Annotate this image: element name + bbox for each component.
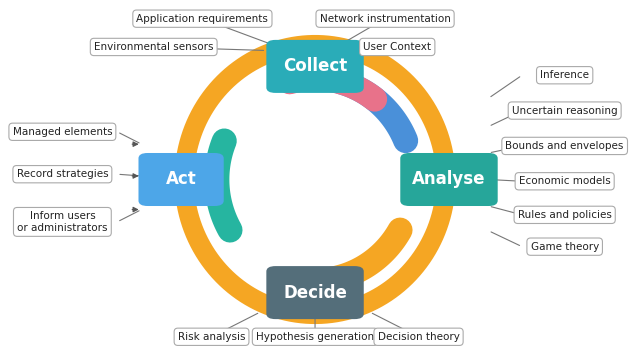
Text: Inform users
or administrators: Inform users or administrators [17, 211, 108, 233]
Text: Record strategies: Record strategies [17, 169, 108, 179]
FancyBboxPatch shape [266, 40, 364, 93]
Text: Bounds and envelopes: Bounds and envelopes [506, 141, 624, 151]
Text: User Context: User Context [363, 42, 431, 52]
FancyBboxPatch shape [400, 153, 497, 206]
Text: Risk analysis: Risk analysis [178, 332, 245, 342]
Text: Uncertain reasoning: Uncertain reasoning [512, 106, 617, 116]
Text: Act: Act [166, 171, 196, 188]
Text: Game theory: Game theory [531, 242, 599, 252]
FancyBboxPatch shape [266, 266, 364, 319]
Text: Application requirements: Application requirements [136, 14, 268, 24]
Text: Environmental sensors: Environmental sensors [94, 42, 213, 52]
Text: Inference: Inference [540, 70, 589, 80]
Text: Economic models: Economic models [519, 176, 610, 186]
Text: Hypothesis generation: Hypothesis generation [256, 332, 374, 342]
Text: Analyse: Analyse [412, 171, 486, 188]
Text: Decide: Decide [283, 284, 347, 302]
Text: Managed elements: Managed elements [13, 127, 112, 137]
Text: Rules and policies: Rules and policies [518, 210, 612, 220]
FancyBboxPatch shape [138, 153, 224, 206]
Text: Decision theory: Decision theory [378, 332, 459, 342]
Text: Network instrumentation: Network instrumentation [320, 14, 450, 24]
Text: Collect: Collect [283, 57, 347, 75]
